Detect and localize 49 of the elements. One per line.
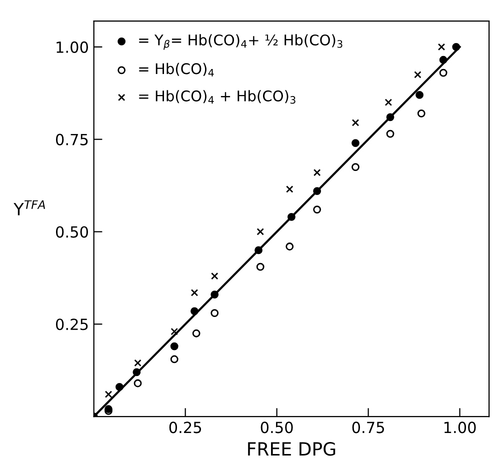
point bbox=[439, 68, 448, 77]
point bbox=[386, 130, 394, 138]
point bbox=[116, 383, 124, 391]
legend-label: = Hb(CO)$_{4}$ + Hb(CO)$_{3}$ bbox=[139, 90, 296, 104]
point bbox=[352, 119, 360, 126]
point bbox=[192, 329, 200, 338]
y-tick-label: 0.75 bbox=[56, 134, 88, 146]
point bbox=[210, 290, 219, 299]
point bbox=[438, 43, 446, 51]
point bbox=[313, 168, 321, 176]
point bbox=[286, 242, 294, 250]
y-tick-label: 0.25 bbox=[56, 318, 88, 330]
point bbox=[288, 212, 296, 221]
y-tick-label: 0.50 bbox=[56, 226, 88, 238]
x-tick-label: 0.50 bbox=[260, 422, 293, 434]
point bbox=[190, 289, 198, 296]
point bbox=[384, 98, 392, 106]
point bbox=[104, 390, 112, 398]
point bbox=[170, 342, 178, 350]
x-tick-label: 0.25 bbox=[169, 422, 202, 434]
point bbox=[256, 262, 264, 271]
legend-label: = Y$_{β}$= Hb(CO)$_{4}$+ ½ Hb(CO)$_{3}$ bbox=[139, 34, 342, 50]
point bbox=[134, 379, 142, 388]
point bbox=[210, 309, 219, 317]
point bbox=[386, 113, 394, 122]
point bbox=[313, 206, 322, 214]
point bbox=[170, 355, 178, 364]
x-axis-title: FREE DPG bbox=[248, 442, 336, 456]
point bbox=[452, 42, 460, 51]
point bbox=[286, 186, 294, 193]
point bbox=[352, 139, 360, 147]
point bbox=[416, 91, 424, 99]
point bbox=[132, 368, 141, 376]
legend-label: = Hb(CO)$_{4}$ bbox=[139, 62, 214, 76]
point bbox=[254, 246, 262, 254]
point bbox=[170, 328, 178, 336]
point bbox=[352, 163, 360, 171]
point bbox=[256, 228, 264, 236]
y-axis-title: Y$^{TFA}$ bbox=[14, 200, 46, 216]
point bbox=[417, 110, 426, 118]
point bbox=[134, 359, 142, 367]
point bbox=[414, 71, 422, 78]
point bbox=[313, 187, 322, 196]
x-tick-label: 0.75 bbox=[352, 422, 384, 434]
y-tick-label: 1.00 bbox=[56, 41, 88, 53]
point bbox=[190, 307, 198, 316]
point bbox=[210, 272, 218, 280]
point bbox=[439, 56, 448, 64]
x-tick-label: 1.00 bbox=[444, 422, 476, 434]
